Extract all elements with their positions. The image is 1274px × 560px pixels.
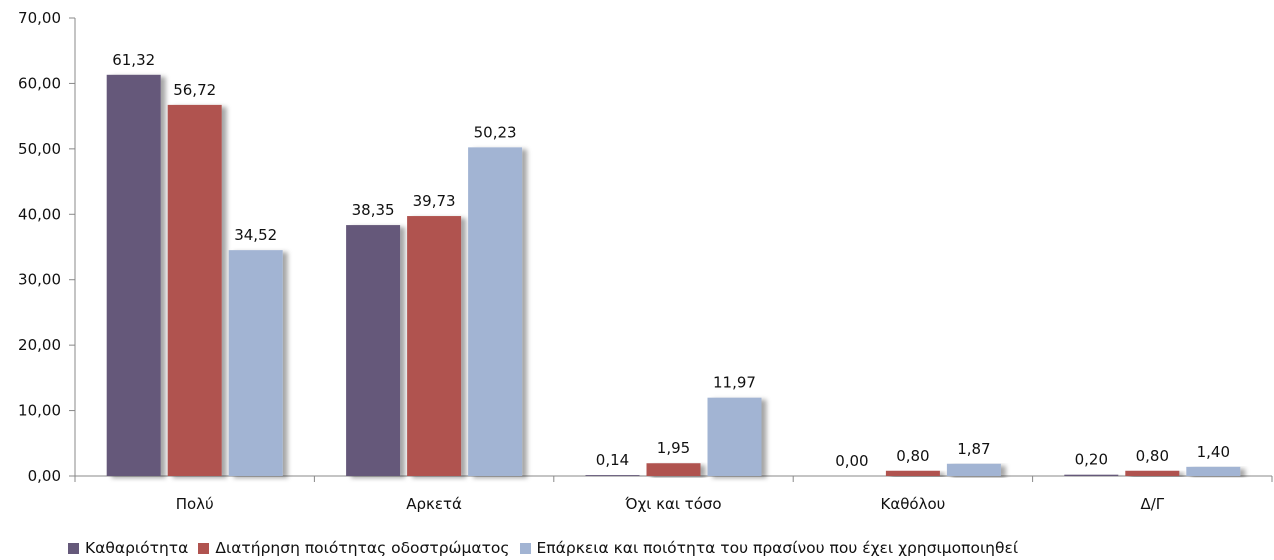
bar	[407, 216, 462, 476]
legend: Καθαριότητα Διατήρηση ποιότητας οδοστρώμ…	[68, 538, 1028, 558]
y-tick-label: 20,00	[18, 336, 61, 354]
data-label: 56,72	[173, 81, 216, 99]
x-tick-label: Αρκετά	[406, 495, 462, 513]
y-tick-label: 60,00	[18, 74, 61, 92]
data-label: 11,97	[713, 374, 756, 392]
y-tick-label: 30,00	[18, 271, 61, 289]
data-label: 38,35	[352, 201, 395, 219]
bar-chart: 0,00 10,00 20,00 30,00 40,00 50,00 60,00 70,00 Π…	[18, 9, 1273, 513]
legend-swatch-series-1	[68, 542, 79, 554]
axes: 0,00 10,00 20,00 30,00 40,00 50,00 60,00 70,00 Π…	[18, 9, 1273, 513]
x-tick-label: Πολύ	[176, 495, 214, 513]
bar	[1186, 466, 1241, 476]
data-label: 0,20	[1075, 451, 1108, 469]
x-tick-label: Καθόλου	[880, 495, 945, 513]
data-label: 34,52	[234, 226, 277, 244]
x-tick-label: Όχι και τόσο	[624, 495, 721, 513]
y-tick-label: 0,00	[28, 467, 61, 485]
data-labels: 61,32 56,72 34,52 38,35 39,73 50,23 0,14 1,95 11…	[112, 51, 1230, 470]
data-label: 1,40	[1197, 443, 1230, 461]
legend-item-series-3: Επάρκεια και ποιότητα του πρασίνου που έ…	[519, 539, 1019, 557]
bar	[885, 470, 940, 476]
bar	[346, 225, 401, 476]
bars	[106, 74, 1241, 477]
data-label: 0,00	[835, 452, 868, 470]
data-label: 61,32	[112, 51, 155, 69]
data-label: 50,23	[474, 123, 517, 141]
data-label: 0,14	[596, 451, 629, 469]
bar	[106, 74, 161, 477]
bar	[946, 463, 1001, 476]
bar	[167, 104, 222, 476]
y-tick-label: 40,00	[18, 205, 61, 223]
y-tick-label: 50,00	[18, 140, 61, 158]
bar	[707, 397, 762, 476]
x-tick-label: Δ/Γ	[1140, 495, 1164, 513]
data-label: 1,95	[657, 439, 690, 457]
legend-item-series-2: Διατήρηση ποιότητας οδοστρώματος	[198, 539, 510, 557]
bar	[468, 147, 523, 476]
legend-label-series-2: Διατήρηση ποιότητας οδοστρώματος	[215, 539, 510, 557]
bar	[1064, 474, 1119, 476]
legend-swatch-series-2	[198, 542, 210, 554]
legend-label-series-1: Καθαριότητα	[85, 539, 189, 557]
legend-item-series-1: Καθαριότητα	[68, 539, 188, 557]
bar	[1125, 470, 1180, 476]
y-tick-label: 70,00	[18, 9, 61, 27]
legend-label-series-3: Επάρκεια και ποιότητα του πρασίνου που έ…	[536, 539, 1019, 557]
data-label: 0,80	[1136, 447, 1169, 465]
bar	[646, 463, 701, 476]
data-label: 39,73	[413, 192, 456, 210]
y-tick-label: 10,00	[18, 402, 61, 420]
bar	[585, 475, 640, 476]
data-label: 1,87	[957, 440, 990, 458]
legend-swatch-series-3	[519, 542, 531, 554]
bar	[228, 250, 283, 476]
data-label: 0,80	[896, 447, 929, 465]
